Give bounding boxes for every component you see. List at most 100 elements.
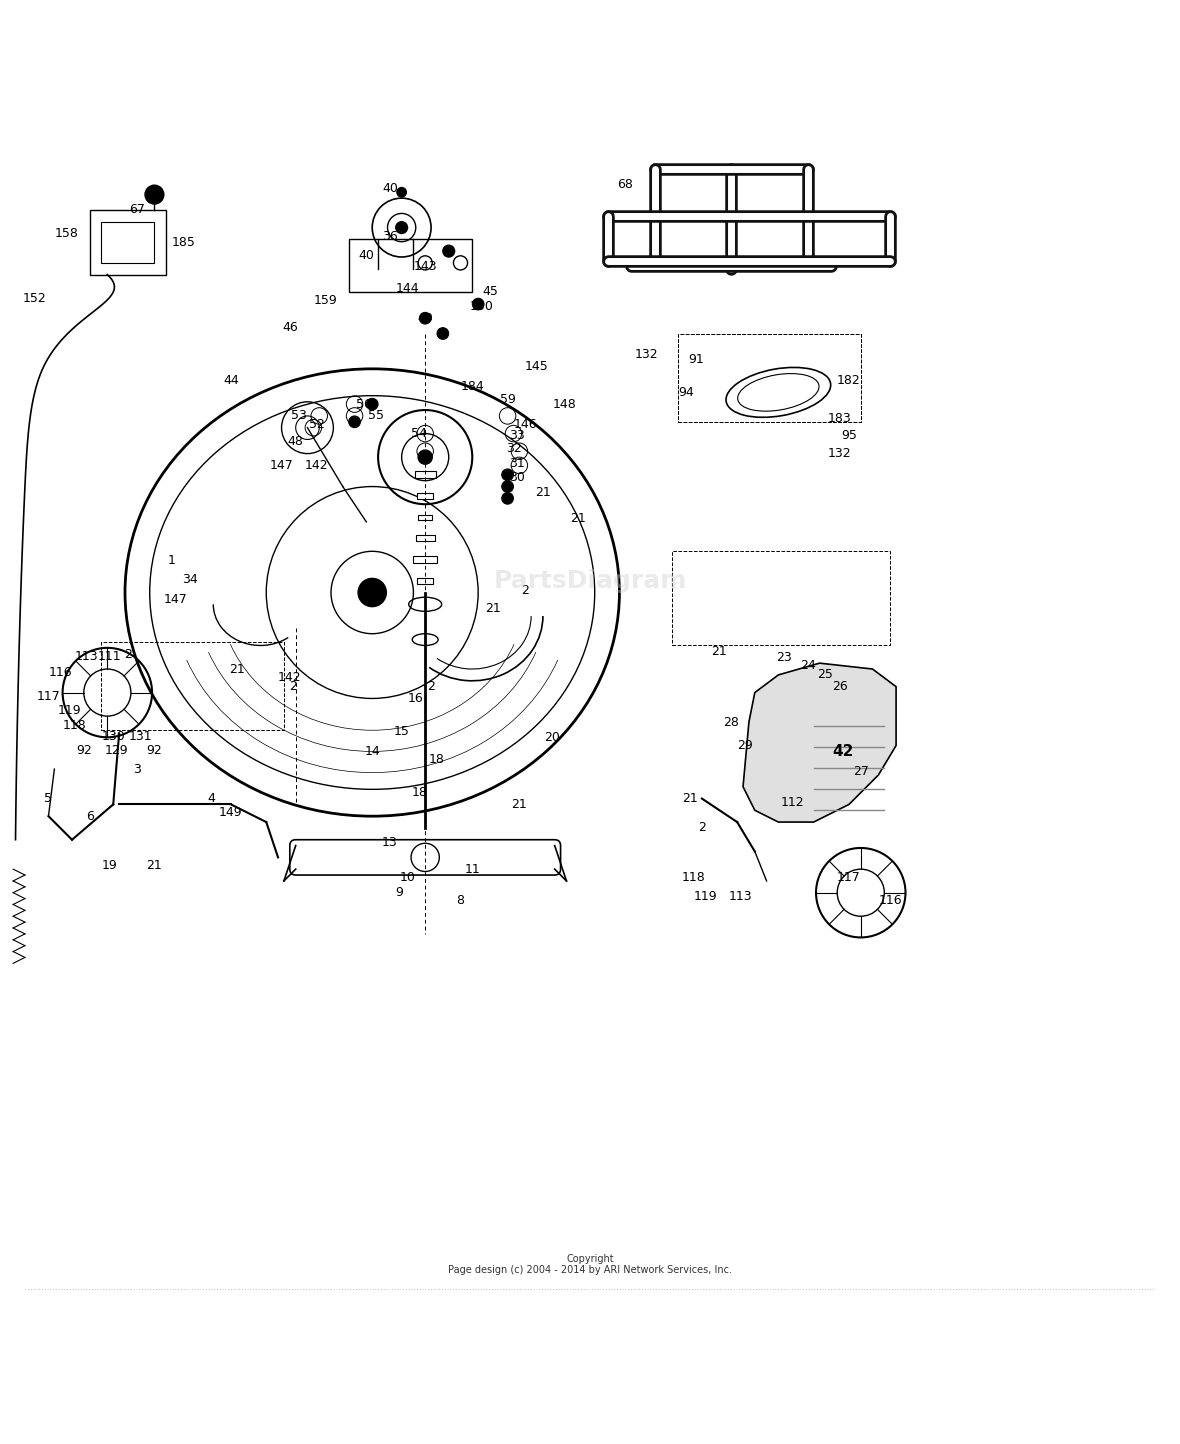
Text: 28: 28	[723, 715, 739, 729]
Circle shape	[502, 469, 513, 481]
Text: 40: 40	[418, 312, 433, 325]
Text: 2: 2	[289, 680, 297, 693]
Text: 14: 14	[365, 745, 380, 758]
Text: 118: 118	[63, 719, 86, 732]
Text: 21: 21	[146, 859, 163, 872]
Text: 52: 52	[309, 417, 325, 430]
Text: 32: 32	[505, 442, 522, 455]
Text: 131: 131	[129, 729, 152, 742]
Circle shape	[358, 579, 386, 606]
Text: 130: 130	[101, 729, 125, 742]
Text: 147: 147	[164, 593, 188, 606]
Text: 113: 113	[74, 650, 98, 663]
Text: 25: 25	[818, 669, 833, 682]
Bar	[678, 334, 860, 422]
Text: 24: 24	[800, 658, 815, 671]
Text: 2: 2	[427, 680, 435, 693]
Text: 92: 92	[146, 744, 163, 757]
Text: Copyright
Page design (c) 2004 - 2014 by ARI Network Services, Inc.: Copyright Page design (c) 2004 - 2014 by…	[448, 1253, 732, 1275]
Text: 117: 117	[837, 871, 861, 884]
Text: 185: 185	[172, 237, 196, 250]
Text: 16: 16	[408, 692, 424, 705]
Text: 119: 119	[694, 890, 717, 902]
Text: 142: 142	[306, 459, 329, 472]
Text: 159: 159	[313, 295, 337, 308]
Text: 54: 54	[412, 427, 427, 440]
Text: 67: 67	[129, 204, 145, 217]
Text: 148: 148	[552, 397, 576, 410]
Bar	[414, 471, 435, 478]
Text: 31: 31	[509, 456, 525, 469]
Text: 150: 150	[470, 300, 493, 313]
Text: 27: 27	[853, 765, 868, 778]
Text: 144: 144	[395, 282, 419, 295]
Text: 2: 2	[522, 583, 529, 596]
Text: 59: 59	[499, 393, 516, 406]
Text: 118: 118	[682, 871, 706, 884]
Text: 4: 4	[206, 791, 215, 804]
Text: 45: 45	[481, 284, 498, 297]
Text: 21: 21	[712, 645, 727, 658]
Text: 40: 40	[382, 182, 398, 195]
Text: 21: 21	[486, 602, 502, 615]
Text: 142: 142	[278, 671, 302, 684]
Text: 111: 111	[98, 650, 122, 663]
Text: 13: 13	[382, 836, 398, 849]
Text: 18: 18	[412, 786, 427, 799]
Text: 119: 119	[58, 703, 81, 716]
Text: 143: 143	[413, 260, 437, 273]
Text: 92: 92	[76, 744, 92, 757]
Text: 56: 56	[356, 397, 372, 410]
Circle shape	[348, 416, 360, 427]
Text: 182: 182	[837, 374, 861, 387]
Text: 145: 145	[525, 360, 549, 373]
Bar	[417, 578, 433, 583]
Circle shape	[502, 492, 513, 504]
Text: 2: 2	[697, 822, 706, 835]
Bar	[413, 556, 437, 563]
Text: 6: 6	[86, 810, 93, 823]
Bar	[418, 516, 432, 520]
Text: 2: 2	[125, 648, 132, 661]
Bar	[101, 222, 155, 263]
Text: 21: 21	[229, 663, 244, 676]
Text: 8: 8	[457, 894, 465, 907]
Text: 34: 34	[182, 573, 197, 586]
Text: 21: 21	[682, 791, 697, 804]
Text: PartsDiagram: PartsDiagram	[493, 569, 687, 592]
Text: 183: 183	[827, 412, 852, 425]
Text: 158: 158	[54, 227, 78, 240]
Text: 11: 11	[465, 862, 480, 875]
Text: 1: 1	[168, 554, 176, 567]
Text: 48: 48	[288, 435, 303, 448]
Text: 94: 94	[678, 386, 694, 399]
Text: 149: 149	[219, 806, 243, 819]
Text: 29: 29	[738, 739, 753, 752]
Text: 42: 42	[832, 744, 854, 760]
Text: 132: 132	[635, 348, 658, 361]
Text: 152: 152	[22, 292, 46, 305]
Text: 116: 116	[48, 666, 72, 679]
Bar	[678, 334, 860, 422]
Text: 55: 55	[368, 410, 384, 423]
Text: 40: 40	[359, 250, 374, 263]
Text: 129: 129	[105, 744, 129, 757]
Circle shape	[145, 185, 164, 204]
Text: 46: 46	[282, 321, 297, 334]
Text: 36: 36	[382, 231, 398, 244]
Bar	[417, 492, 433, 500]
Text: 15: 15	[394, 725, 409, 738]
Text: 9: 9	[395, 887, 404, 900]
Text: 20: 20	[544, 731, 560, 744]
Text: 30: 30	[509, 471, 525, 484]
Bar	[90, 209, 166, 274]
Text: 3: 3	[133, 762, 140, 775]
Text: 113: 113	[729, 890, 753, 902]
Text: 44: 44	[223, 374, 238, 387]
Text: 19: 19	[101, 859, 118, 872]
Text: 116: 116	[878, 894, 902, 907]
Text: 117: 117	[37, 690, 60, 703]
Bar	[673, 552, 890, 645]
Text: 184: 184	[460, 380, 484, 393]
Circle shape	[366, 399, 378, 410]
